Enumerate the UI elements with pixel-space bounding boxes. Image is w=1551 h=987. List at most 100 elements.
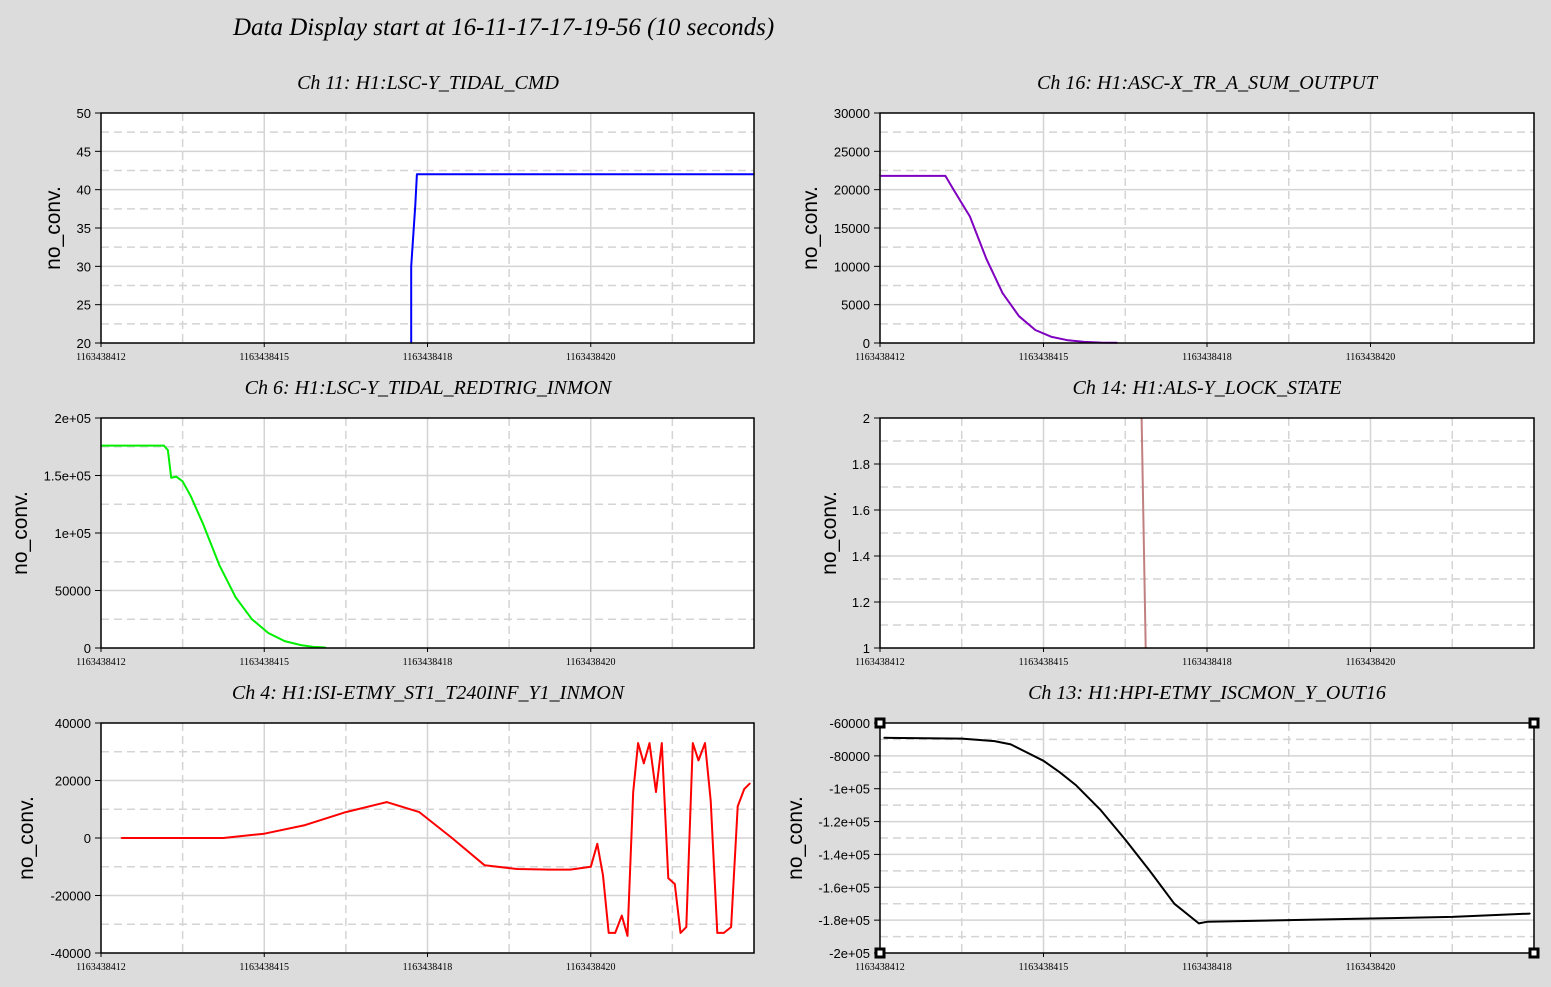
y-tick-label: 50	[77, 106, 91, 121]
plot-title: Ch 4: H1:ISI-ETMY_ST1_T240INF_Y1_INMON	[232, 682, 626, 704]
series-line	[1140, 417, 1147, 649]
y-tick-label: 35	[77, 221, 91, 236]
data-point	[730, 926, 732, 928]
resize-handle[interactable]	[874, 717, 886, 729]
data-point	[181, 480, 184, 483]
data-point	[1026, 751, 1028, 754]
data-point	[167, 449, 169, 452]
data-point	[1042, 760, 1045, 762]
plot-4: 1 1.2 1.4 1.6 1.8 2 1163438412 1163438415 116343…	[818, 377, 1535, 668]
y-tick-label: 40000	[55, 716, 91, 731]
data-point	[1206, 921, 1208, 923]
y-tick-label: -1e+05	[829, 782, 870, 797]
data-point	[944, 175, 947, 177]
data-point	[483, 864, 486, 867]
data-point	[1529, 912, 1531, 915]
y-tick-label: 1.2	[852, 595, 870, 610]
y-axis-label: no_conv.	[15, 796, 38, 880]
plot-title: Ch 11: H1:LSC-Y_TIDAL_CMD	[297, 72, 559, 94]
data-point	[516, 868, 519, 870]
data-point	[1451, 916, 1454, 918]
plot-title: Ch 6: H1:LSC-Y_TIDAL_REDTRIG_INMON	[245, 377, 613, 399]
y-tick-label: 10000	[834, 259, 870, 274]
y-tick-label: -1.6e+05	[818, 880, 870, 895]
data-point	[1018, 315, 1020, 318]
series-line	[121, 742, 751, 937]
y-tick-label: 1.5e+05	[44, 469, 91, 484]
data-point	[716, 932, 719, 934]
data-point	[218, 564, 221, 566]
x-tick-label: 1163438412	[76, 352, 126, 363]
data-point	[181, 837, 184, 839]
data-point	[451, 837, 453, 839]
data-point	[674, 883, 676, 885]
data-point	[985, 257, 988, 260]
y-tick-label: 0	[84, 641, 91, 656]
y-tick-label: 25000	[834, 144, 870, 159]
y-tick-label: 20	[77, 336, 91, 351]
y-tick-label: 1e+05	[54, 526, 91, 541]
y-tick-label: 1	[863, 641, 870, 656]
selection-handles[interactable]	[874, 717, 1540, 959]
x-tick-label: 1163438418	[1182, 352, 1232, 363]
x-tick-label: 1163438415	[1019, 657, 1069, 668]
data-point	[418, 811, 421, 813]
resize-handle[interactable]	[1528, 717, 1540, 729]
data-point	[607, 932, 610, 934]
data-point	[234, 596, 237, 599]
y-axis-label: no_conv.	[799, 186, 822, 270]
data-point	[170, 477, 172, 479]
x-tick-label: 1163438420	[1346, 352, 1396, 363]
series-line	[884, 736, 1530, 925]
data-point	[602, 874, 604, 877]
data-point	[723, 932, 725, 934]
series-line	[101, 444, 326, 649]
data-point	[993, 740, 996, 742]
x-tick-label: 1163438412	[855, 657, 905, 668]
y-tick-label: 50000	[55, 584, 91, 599]
data-point	[120, 837, 123, 839]
data-point	[549, 868, 551, 871]
plot-title: Ch 13: H1:HPI-ETMY_ISCMON_Y_OUT16	[1028, 682, 1386, 704]
data-point	[414, 204, 417, 206]
data-point	[1034, 329, 1037, 331]
data-point	[704, 742, 706, 744]
data-point	[202, 523, 204, 525]
y-tick-label: -1.8e+05	[818, 913, 870, 928]
data-point	[283, 640, 286, 642]
y-tick-label: -2e+05	[829, 946, 870, 961]
data-point	[222, 837, 225, 839]
y-tick-label: 25	[77, 298, 91, 313]
data-point	[736, 805, 739, 808]
x-tick-label: 1163438418	[1182, 962, 1232, 973]
data-point	[569, 868, 572, 871]
data-point	[416, 173, 418, 176]
x-tick-label: 1163438420	[566, 962, 616, 973]
resize-handle[interactable]	[874, 947, 886, 959]
y-tick-label: 1.6	[852, 503, 870, 518]
x-tick-label: 1163438415	[239, 657, 289, 668]
resize-handle[interactable]	[1528, 947, 1540, 959]
data-point	[304, 824, 306, 826]
x-tick-label: 1163438415	[1019, 352, 1069, 363]
data-point	[632, 791, 634, 793]
data-point	[1198, 922, 1200, 925]
y-tick-label: 0	[84, 831, 91, 846]
data-point	[345, 811, 347, 813]
plot-2: 0 5000 10000 15000 20000 25000 30000 1163438412…	[799, 72, 1535, 363]
x-tick-label: 1163438418	[1182, 657, 1232, 668]
data-point	[648, 742, 651, 744]
x-tick-label: 1163438420	[1346, 657, 1396, 668]
y-tick-label: 0	[863, 336, 870, 351]
data-point	[1288, 919, 1290, 921]
data-point	[163, 444, 165, 447]
data-point	[1001, 292, 1004, 295]
data-point	[1075, 784, 1077, 787]
x-tick-label: 1163438415	[239, 962, 289, 973]
x-tick-label: 1163438420	[566, 352, 616, 363]
plot-5: -40000 -20000 0 20000 40000 1163438412 1163438…	[15, 682, 755, 973]
data-point	[1369, 917, 1372, 920]
y-tick-label: 2	[863, 411, 870, 426]
x-tick-label: 1163438412	[76, 962, 126, 973]
